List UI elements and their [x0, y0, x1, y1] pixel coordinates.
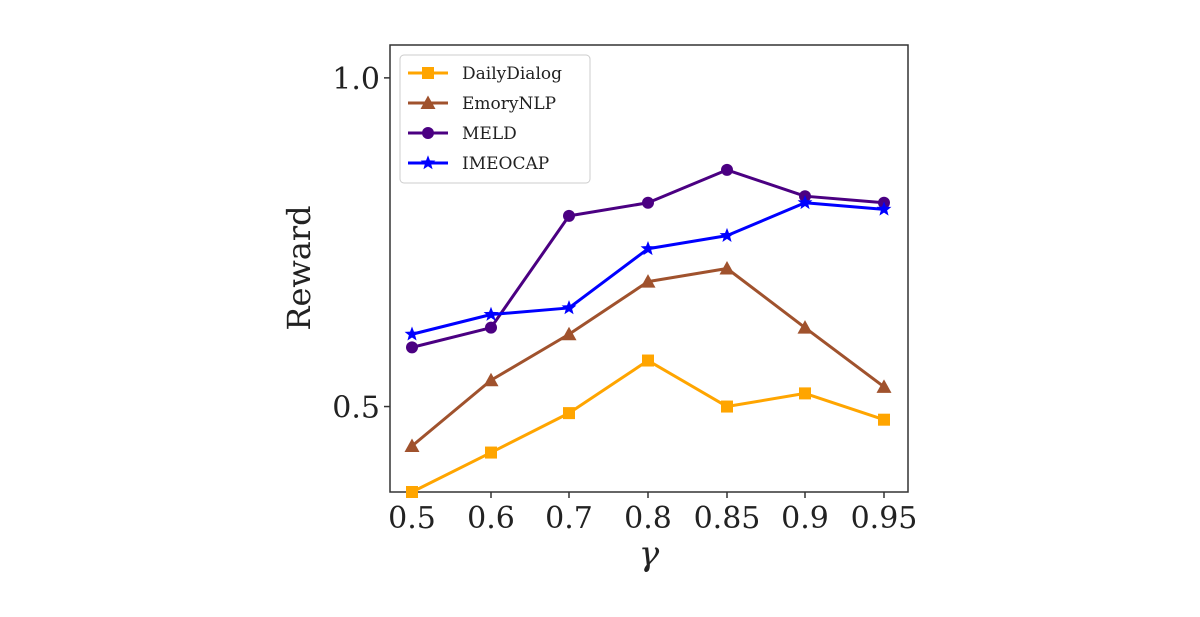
legend-label: DailyDialog — [462, 64, 562, 84]
legend-item-emorynlp: EmoryNLP — [408, 94, 556, 114]
x-tick-label: 0.5 — [388, 501, 436, 536]
data-point-meld — [406, 341, 418, 354]
legend-item-meld: MELD — [408, 124, 517, 144]
y-tick-label: 0.5 — [332, 391, 380, 426]
series-group — [404, 163, 892, 498]
data-point-emorynlp — [561, 326, 577, 341]
data-point-dailydialog — [721, 400, 733, 413]
legend-swatch-marker — [420, 95, 436, 109]
legend-label: MELD — [462, 124, 517, 144]
series-imeocap — [404, 194, 892, 341]
series-emorynlp — [404, 261, 892, 452]
data-point-emorynlp — [640, 274, 656, 288]
data-point-imeocap — [483, 306, 499, 321]
x-tick-label: 0.95 — [851, 501, 918, 536]
data-point-emorynlp — [876, 379, 892, 393]
legend-box — [399, 54, 591, 184]
legend: DailyDialog EmoryNLP MELD IMEOCAP — [399, 54, 591, 184]
data-point-imeocap — [719, 227, 735, 242]
y-tick-label: 1.0 — [332, 62, 380, 97]
data-point-imeocap — [876, 201, 892, 216]
data-point-emorynlp — [797, 320, 813, 334]
data-point-imeocap — [404, 326, 420, 341]
data-point-dailydialog — [485, 446, 497, 459]
x-axis-label: γ — [639, 534, 660, 574]
legend-swatch-marker — [420, 155, 436, 170]
data-point-emorynlp — [483, 372, 499, 387]
data-point-dailydialog — [878, 413, 890, 426]
x-tick-label: 0.9 — [781, 501, 829, 536]
x-tick-label: 0.7 — [545, 501, 593, 536]
data-point-dailydialog — [406, 486, 418, 498]
data-point-meld — [563, 209, 575, 222]
data-point-emorynlp — [719, 261, 735, 275]
y-axis-label: Reward — [280, 205, 318, 330]
data-point-emorynlp — [404, 438, 420, 452]
data-point-dailydialog — [563, 407, 575, 420]
x-tick-label: 0.6 — [467, 501, 515, 536]
data-point-imeocap — [561, 300, 577, 315]
legend-item-imeocap: IMEOCAP — [408, 154, 549, 174]
legend-swatch-marker — [422, 67, 434, 79]
legend-swatch-marker — [422, 127, 434, 139]
data-point-imeocap — [640, 240, 656, 256]
data-point-dailydialog — [799, 387, 811, 400]
legend-label: EmoryNLP — [462, 94, 556, 114]
legend-item-dailydialog: DailyDialog — [408, 64, 562, 84]
data-point-dailydialog — [642, 354, 654, 367]
x-axis: 0.5 0.6 0.7 0.8 0.85 0.9 0.95 — [388, 492, 917, 536]
data-point-meld — [642, 196, 654, 209]
data-point-meld — [721, 163, 733, 176]
data-point-imeocap — [797, 194, 813, 210]
legend-label: IMEOCAP — [462, 154, 549, 174]
data-point-meld — [485, 321, 497, 334]
series-dailydialog — [406, 354, 890, 498]
y-axis: 0.5 1.0 — [332, 62, 390, 426]
x-tick-label: 0.85 — [694, 501, 761, 536]
x-tick-label: 0.8 — [624, 501, 672, 536]
